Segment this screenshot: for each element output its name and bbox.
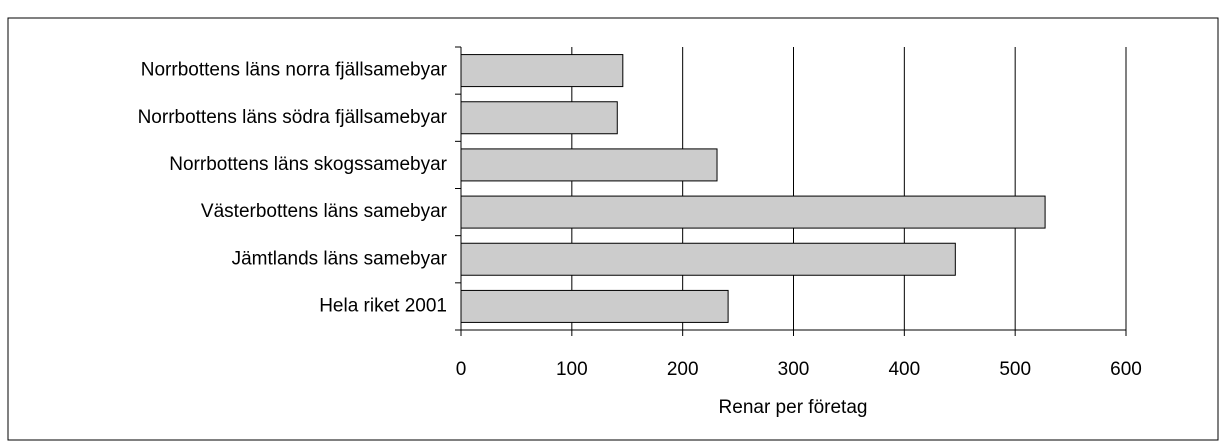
bar <box>460 101 618 135</box>
x-tick-label: 200 <box>667 359 699 380</box>
y-tick-label: Västerbottens läns samebyar <box>201 201 448 222</box>
y-tick-label: Hela riket 2001 <box>319 295 447 316</box>
chart-frame <box>7 17 1219 441</box>
bar <box>460 289 729 323</box>
x-tick-label: 300 <box>778 359 810 380</box>
y-tick-label: Norrbottens läns södra fjällsamebyar <box>138 107 448 128</box>
x-axis-label: Renar per företag <box>719 397 868 418</box>
y-tick-label: Jämtlands läns samebyar <box>232 248 448 269</box>
x-tick-label: 500 <box>999 359 1031 380</box>
x-tick-label: 0 <box>456 359 467 380</box>
bar <box>460 54 624 88</box>
x-tick-label: 400 <box>888 359 920 380</box>
bar <box>460 242 956 276</box>
x-tick-label: 600 <box>1110 359 1142 380</box>
y-tick-label: Norrbottens läns skogssamebyar <box>169 154 447 175</box>
bar <box>460 195 1046 229</box>
y-tick-label: Norrbottens läns norra fjällsamebyar <box>141 60 448 81</box>
bar <box>460 148 718 182</box>
x-tick-label: 100 <box>556 359 588 380</box>
